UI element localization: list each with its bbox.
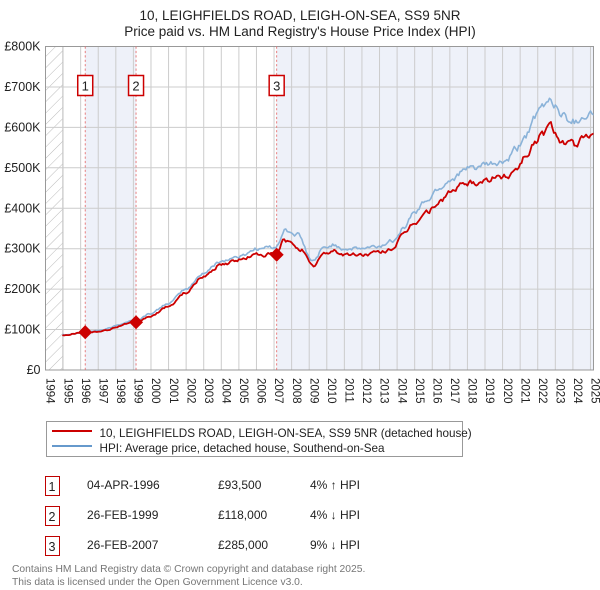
svg-text:£400K: £400K (4, 201, 41, 215)
svg-text:2018: 2018 (466, 378, 478, 404)
svg-text:2002: 2002 (184, 378, 196, 404)
svg-text:2003: 2003 (202, 378, 214, 404)
svg-text:2023: 2023 (554, 378, 566, 404)
svg-text:2012: 2012 (360, 378, 372, 404)
svg-text:£800K: £800K (4, 40, 41, 54)
svg-text:1998: 1998 (114, 378, 126, 404)
svg-text:1: 1 (82, 79, 89, 94)
svg-text:1995: 1995 (61, 378, 73, 404)
svg-text:2020: 2020 (501, 378, 513, 404)
svg-text:2025: 2025 (589, 378, 600, 404)
svg-text:£600K: £600K (4, 120, 41, 134)
svg-text:2015: 2015 (413, 378, 425, 404)
svg-text:2004: 2004 (220, 378, 232, 404)
svg-text:3: 3 (273, 79, 280, 94)
svg-text:1999: 1999 (132, 378, 144, 404)
svg-text:2001: 2001 (167, 378, 179, 404)
svg-text:£300K: £300K (4, 242, 41, 256)
svg-text:£200K: £200K (4, 282, 41, 296)
svg-text:2000: 2000 (149, 378, 161, 404)
svg-text:£700K: £700K (4, 80, 41, 94)
svg-text:2022: 2022 (536, 378, 548, 404)
svg-text:£0: £0 (27, 363, 41, 377)
svg-text:1997: 1997 (96, 378, 108, 404)
svg-text:2021: 2021 (518, 378, 530, 404)
svg-text:2019: 2019 (483, 378, 495, 404)
svg-text:£100K: £100K (4, 323, 41, 337)
svg-text:1994: 1994 (44, 378, 56, 404)
svg-text:2014: 2014 (395, 378, 407, 404)
svg-text:£500K: £500K (4, 161, 41, 175)
svg-text:2010: 2010 (325, 378, 337, 404)
svg-text:2024: 2024 (571, 378, 583, 404)
svg-text:2008: 2008 (290, 378, 302, 404)
svg-text:2016: 2016 (430, 378, 442, 404)
svg-text:2017: 2017 (448, 378, 460, 404)
svg-text:1996: 1996 (79, 378, 91, 404)
svg-text:2011: 2011 (343, 378, 355, 403)
svg-text:2009: 2009 (307, 378, 319, 404)
svg-text:2006: 2006 (255, 378, 267, 404)
svg-text:2005: 2005 (237, 378, 249, 404)
svg-text:2: 2 (132, 79, 139, 94)
svg-text:2013: 2013 (378, 378, 390, 404)
svg-text:2007: 2007 (272, 378, 284, 404)
